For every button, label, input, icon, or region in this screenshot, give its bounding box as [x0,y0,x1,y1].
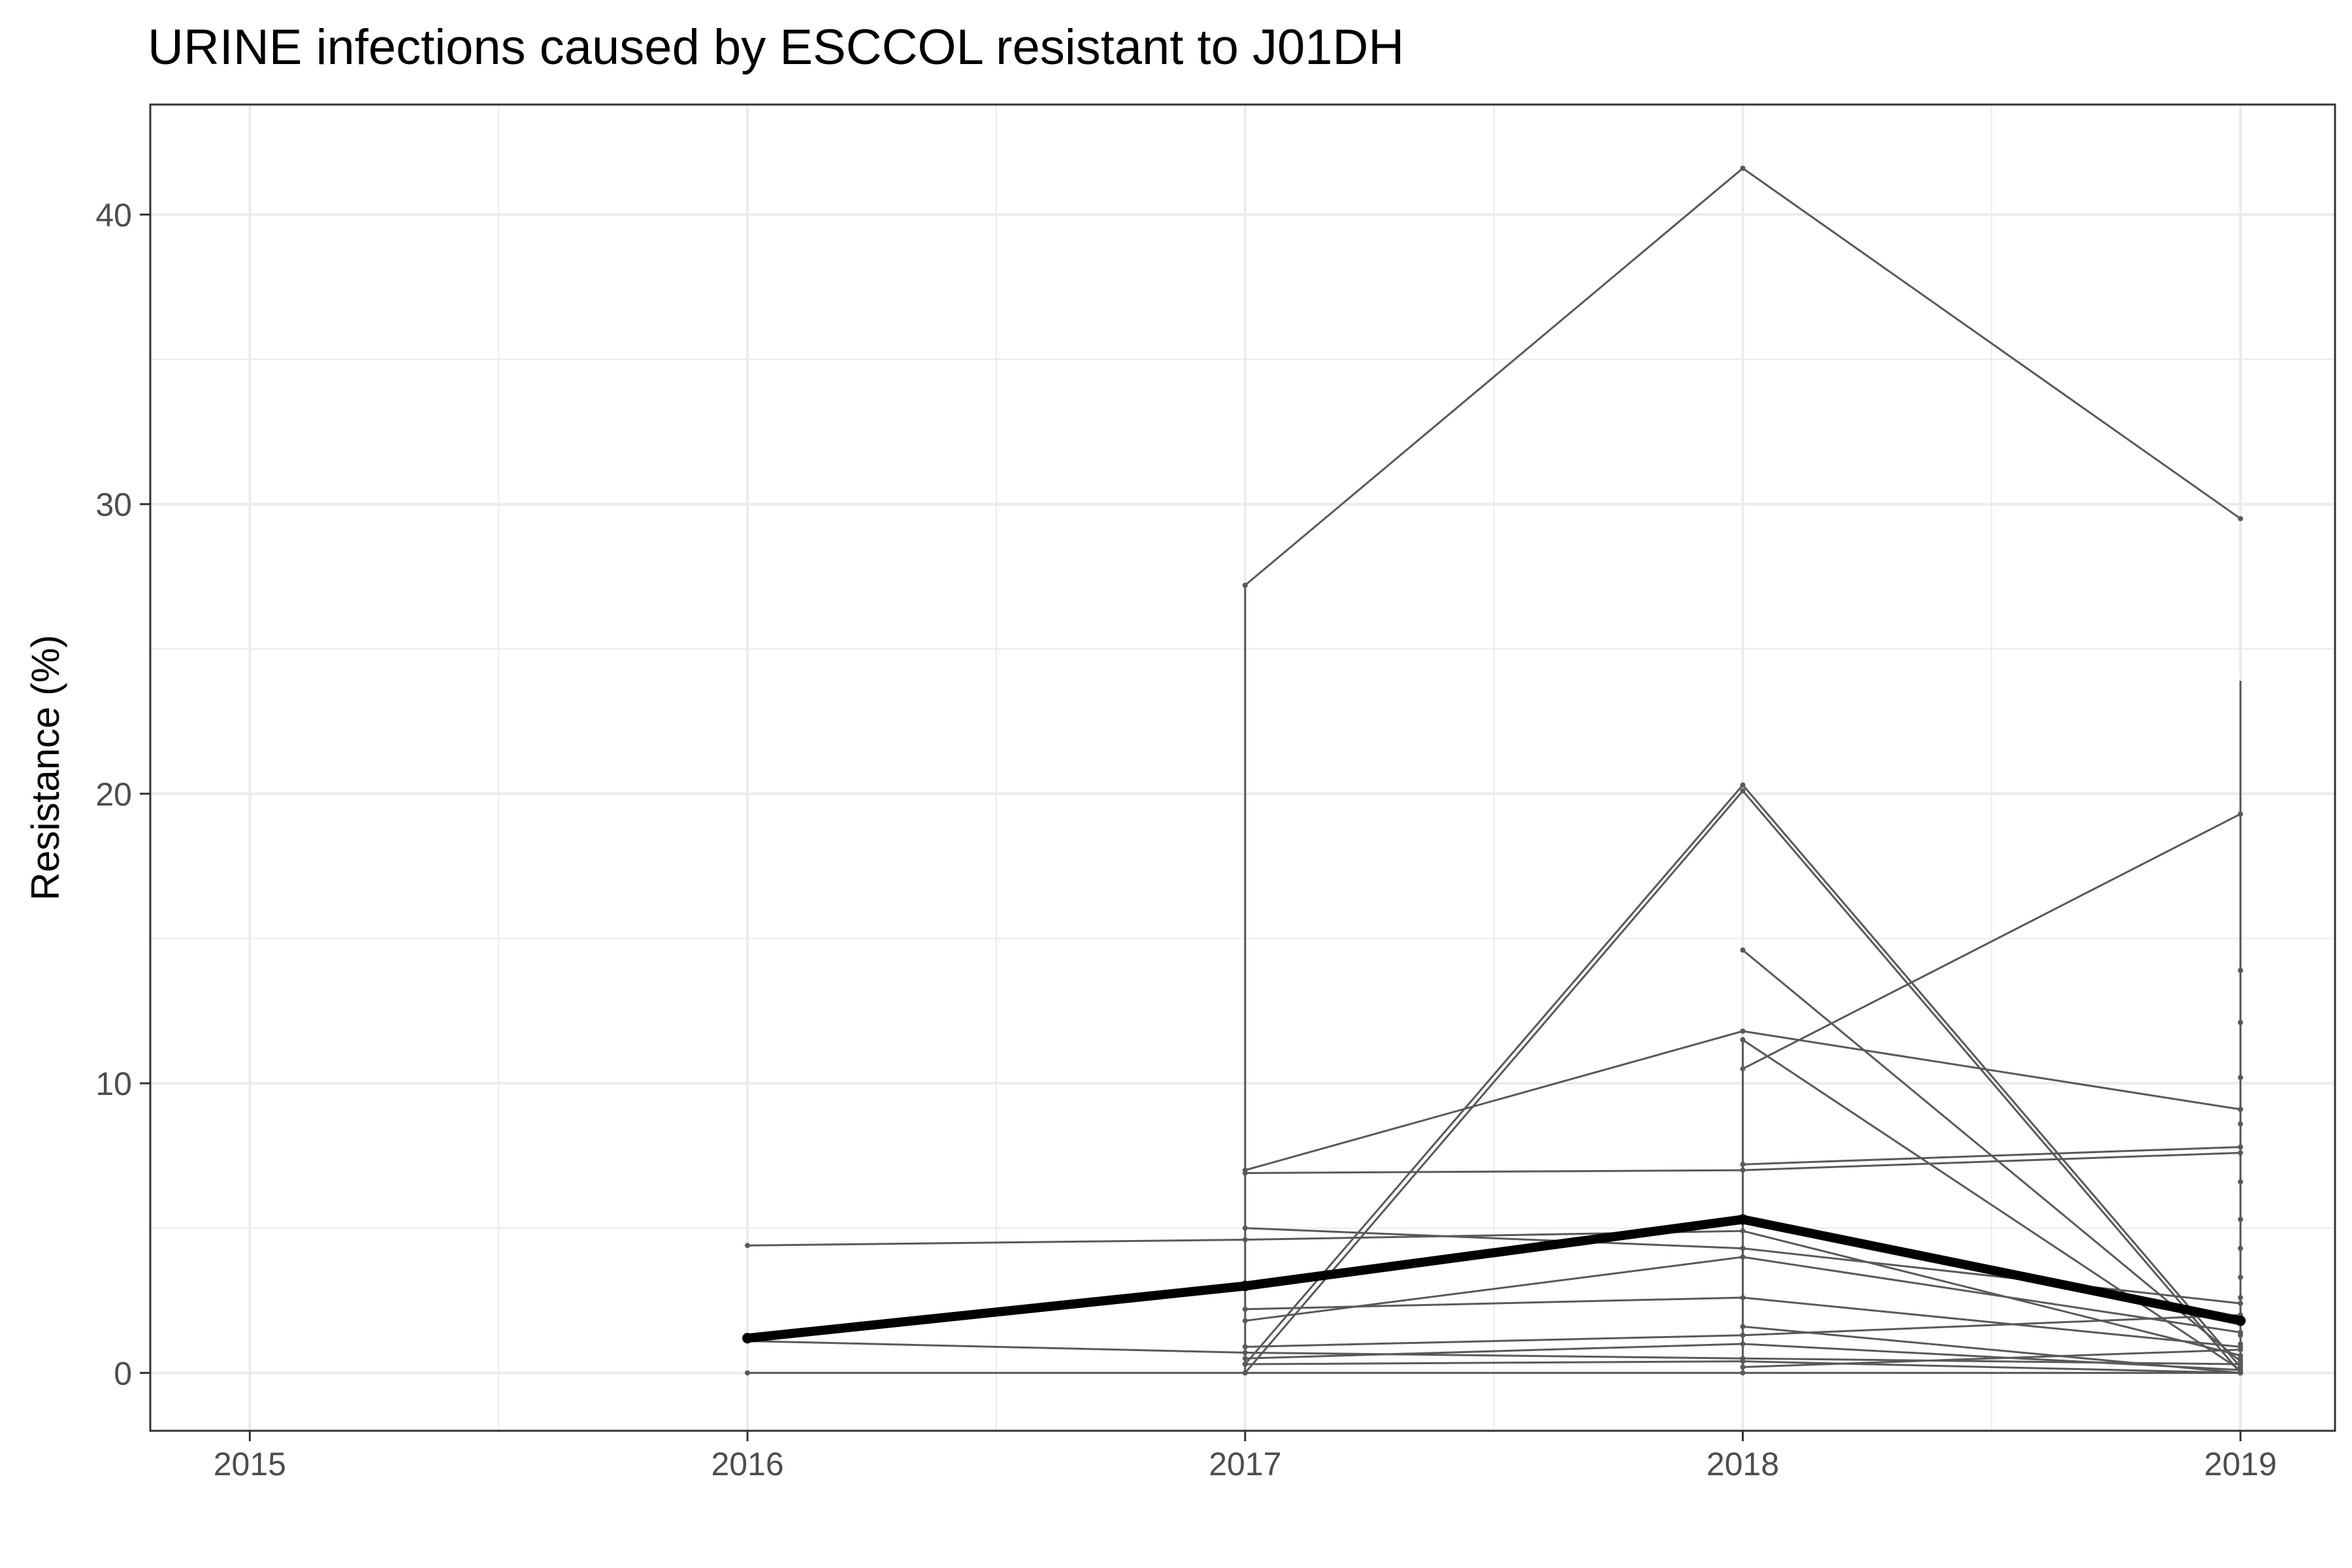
y-tick-label: 0 [114,1355,132,1392]
series-point [1242,1225,1248,1231]
mean-point [742,1333,753,1344]
plot-frame [149,103,2336,1432]
series-point [1740,1168,1746,1173]
series-point [2238,1347,2244,1352]
series-line [1742,1348,2241,1368]
y-tick-label: 40 [95,197,132,233]
y-axis-ticks: 0 10 20 30 40 [95,197,150,1392]
series-point [1740,1228,1746,1234]
y-tick-label: 20 [95,776,132,813]
series-point [1740,947,1746,953]
series-line [1742,1039,2242,1371]
series-point [2238,1107,2244,1113]
series-point [1740,1364,1746,1370]
series-point [745,1370,751,1376]
series-point [1242,1318,1248,1324]
series-point [2238,1356,2244,1362]
series-point [1740,1037,1746,1043]
x-tick-label: 2015 [214,1446,286,1482]
series-point [1740,165,1746,171]
mean-point [1737,1214,1748,1225]
series-point [1740,782,1746,788]
series-point [1242,1362,1248,1367]
series-point [2238,1362,2244,1367]
series-point [1740,1245,1746,1251]
series-point [1740,1295,1746,1301]
mean-line-group [742,1214,2246,1344]
series-point [2238,1295,2244,1301]
series-point [2238,811,2244,817]
series-point [1740,1028,1746,1034]
series-point [2238,1121,2244,1127]
chart-title: URINE infections caused by ESCCOL resist… [148,20,1404,75]
series-point [745,1243,751,1249]
series-point [1740,1162,1746,1168]
y-axis-label: Resistance (%) [24,635,67,901]
series-point [1242,1350,1248,1356]
series-point [2238,1179,2244,1184]
x-tick-label: 2018 [1707,1446,1779,1482]
series-point [1242,1170,1248,1176]
series-point [2238,1332,2244,1338]
series-point [2238,968,2244,973]
series-line [1742,813,2241,1070]
series-point [2238,1300,2244,1306]
series-point [2238,1020,2244,1026]
series-point [1242,1370,1248,1376]
y-tick-label: 10 [95,1066,132,1102]
series-point [1740,1358,1746,1364]
series-point [1740,1066,1746,1071]
series-point [1740,788,1746,794]
y-tick-label: 30 [95,487,132,523]
series-point [2238,515,2244,521]
series-line [747,1340,2241,1365]
series-point [2238,1275,2244,1281]
mean-point [1239,1281,1250,1292]
series-point [2238,1370,2244,1376]
x-tick-label: 2016 [711,1446,783,1482]
series-line [747,1230,2241,1357]
series-point [1242,1356,1248,1362]
series-point [1740,1332,1746,1338]
series-line [1742,1146,2241,1166]
series-point [1740,1370,1746,1376]
series-point [1740,1341,1746,1347]
series-point [2238,1341,2244,1347]
series-point [1242,582,1248,588]
series-point [1242,1237,1248,1243]
series-line [1742,1325,2241,1374]
mean-point [2235,1315,2246,1326]
x-tick-label: 2019 [2204,1446,2277,1482]
series-point [1242,1306,1248,1312]
series-point [2238,1075,2244,1081]
x-tick-label: 2017 [1209,1446,1281,1482]
x-axis-ticks: 2015 2016 2017 2018 2019 [214,1431,2277,1482]
series-point [2238,1245,2244,1251]
series-point [2238,1217,2244,1222]
series-point [2238,1150,2244,1156]
series-point [1740,1324,1746,1330]
series-point [1740,1254,1746,1260]
mean-line [747,1215,2242,1343]
series-point [2238,1144,2244,1150]
series-point [1242,1344,1248,1350]
